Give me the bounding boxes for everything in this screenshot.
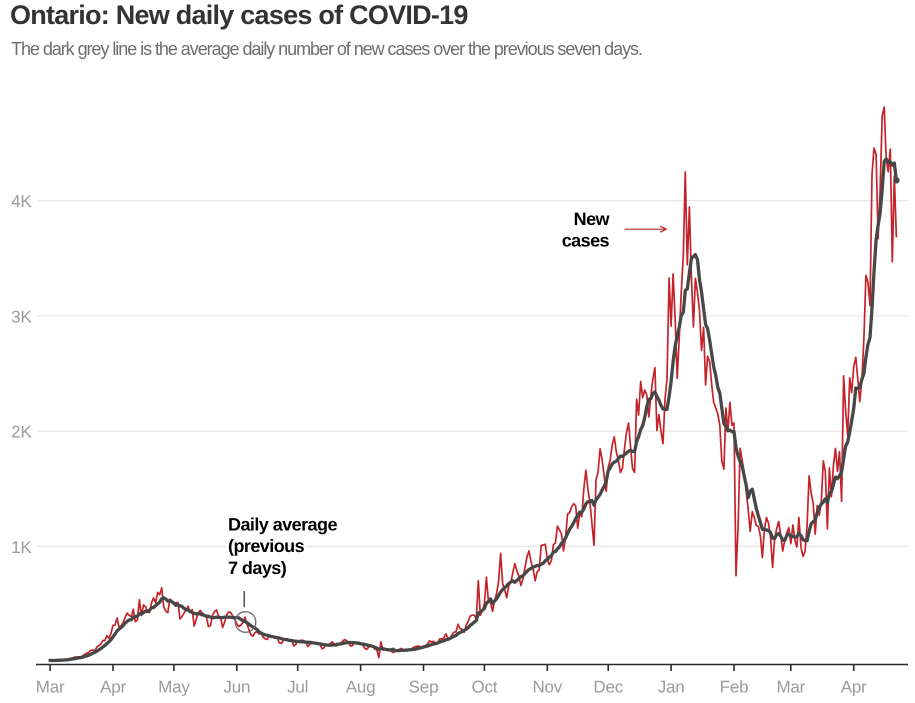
svg-text:2K: 2K (11, 423, 32, 442)
svg-text:Aug: Aug (346, 678, 376, 697)
svg-text:Apr: Apr (100, 678, 126, 697)
svg-text:4K: 4K (11, 192, 32, 211)
svg-text:7 days): 7 days) (228, 558, 287, 578)
svg-text:New: New (574, 209, 611, 229)
svg-text:Mar: Mar (36, 678, 65, 697)
svg-text:Jun: Jun (223, 678, 250, 697)
svg-text:Daily average: Daily average (228, 514, 337, 534)
svg-text:Dec: Dec (593, 678, 623, 697)
svg-text:Apr: Apr (841, 678, 867, 697)
svg-text:May: May (158, 678, 190, 697)
svg-text:3K: 3K (11, 307, 32, 326)
svg-text:Sep: Sep (409, 678, 439, 697)
svg-text:cases: cases (562, 231, 610, 251)
svg-text:Feb: Feb (720, 678, 749, 697)
svg-text:Jul: Jul (287, 678, 308, 697)
svg-text:Nov: Nov (532, 678, 562, 697)
svg-text:1K: 1K (11, 538, 32, 557)
svg-text:Jan: Jan (658, 678, 685, 697)
svg-text:Oct: Oct (471, 678, 497, 697)
svg-text:(previous: (previous (228, 536, 305, 556)
svg-text:Mar: Mar (776, 678, 805, 697)
